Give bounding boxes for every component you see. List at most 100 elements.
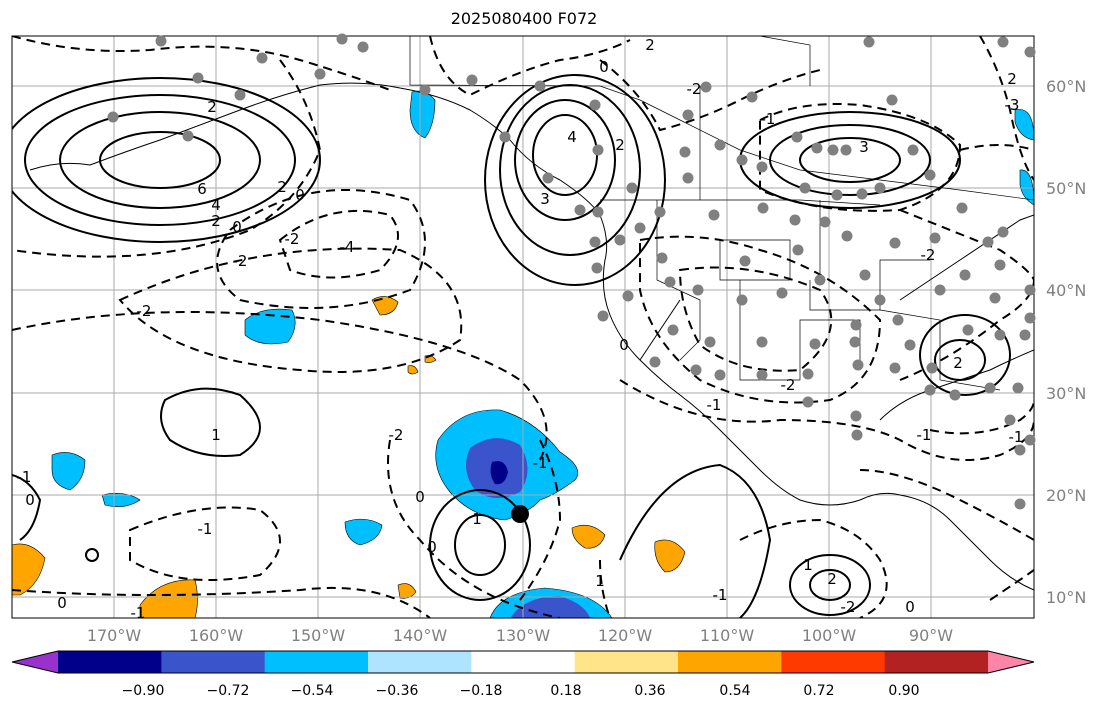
colorbar-tick-label: 0.18 (550, 683, 582, 699)
contour-label: 4 (567, 128, 577, 146)
colorbar-tick-label: 0.90 (888, 683, 920, 699)
colorbar-tick-label: 0.54 (719, 683, 751, 699)
colorbar-tick-label: −0.90 (121, 683, 165, 699)
lat-label: 60°N (1046, 77, 1087, 96)
lon-label: 110°W (699, 626, 755, 645)
colorbar-tick-label: 0.72 (803, 683, 835, 699)
storm-center-marker (511, 505, 529, 523)
contour-label: 1 (472, 510, 482, 528)
colorbar-swatch (264, 651, 369, 673)
lon-label: 140°W (392, 626, 448, 645)
contour-label: 2 (953, 354, 963, 372)
colorbar-swatch (161, 651, 266, 673)
colorbar-swatch (781, 651, 886, 673)
contour-label: -2 (389, 426, 404, 444)
colorbar-swatch (884, 651, 989, 673)
lon-label: 90°W (908, 626, 954, 645)
shade-negative-sw (51, 452, 86, 491)
solid-contours (12, 74, 1011, 618)
contour-label: 1 (803, 556, 813, 574)
colorbar-extend-high (988, 651, 1034, 673)
shade-positive-small2 (571, 524, 606, 549)
contour-label: -1 (761, 110, 776, 128)
colorbar-tick-label: −0.18 (459, 683, 503, 699)
colorbar-swatch (678, 651, 782, 673)
lon-label: 150°W (290, 626, 346, 645)
contour-label: 0 (599, 58, 609, 76)
shade-positive-small3 (654, 539, 686, 573)
contour-label: 0 (295, 186, 305, 204)
contour-label: -1 (533, 454, 548, 472)
contour-label: -2 (285, 230, 300, 248)
colorbar-extend-low (12, 651, 58, 673)
colorbar-swatch (574, 651, 679, 673)
contour-label: 1 (595, 572, 605, 590)
contour-label: 2 (615, 136, 625, 154)
contour-label: -1 (17, 468, 32, 486)
contour-label: -1 (131, 604, 146, 622)
shade-positive-small1 (371, 296, 399, 316)
shaded-anomalies (12, 90, 1034, 618)
contour-label: 2 (277, 178, 287, 196)
colorbar-tick-label: −0.54 (290, 683, 334, 699)
observation-dots (107, 33, 1036, 510)
contour-label: 0 (619, 336, 629, 354)
contour-label: 2 (645, 36, 655, 54)
lon-label: 170°W (86, 626, 142, 645)
contour-label: 4 (211, 196, 221, 214)
lat-label: 20°N (1046, 486, 1087, 505)
contour-label: 3 (540, 190, 550, 208)
shade-negative-central-dark (490, 461, 508, 485)
lat-label: 30°N (1046, 384, 1087, 403)
contour-label: -2 (137, 302, 152, 320)
contour-label: -2 (781, 376, 796, 394)
contour-label: 1 (211, 426, 221, 444)
lat-label: 50°N (1046, 179, 1087, 198)
contour-label: -1 (198, 520, 213, 538)
contour-label: 2 (1007, 70, 1017, 88)
contour-label: 2 (211, 212, 221, 230)
colorbar-swatch (368, 651, 472, 673)
colorbar-tick-label: −0.36 (375, 683, 419, 699)
contour-label: 0 (57, 594, 67, 612)
contour-label: -2 (687, 80, 702, 98)
map-title: 2025080400 F072 (450, 9, 598, 28)
contour-label: -2 (841, 598, 856, 616)
contour-label: 2 (827, 570, 837, 588)
contour-label: 2 (207, 98, 217, 116)
contour-label: 0 (905, 598, 915, 616)
colorbar-swatch (58, 651, 162, 673)
contour-label: -1 (707, 396, 722, 414)
contour-labels: 0 2 4 6 2 0 -2 -4 -2 4 3 2 2 -2 -1 -2 3 … (17, 36, 1024, 622)
colorbar-tick-label: 0.36 (634, 683, 666, 699)
colorbar-outline (11, 650, 1035, 674)
shade-positive-west-pacific (12, 543, 46, 596)
contour-label: -4 (340, 238, 355, 256)
contour-label: 0 (232, 218, 242, 236)
lat-label: 10°N (1046, 588, 1087, 607)
shade-positive-small4 (397, 583, 417, 599)
colorbar-swatch (471, 651, 576, 673)
contour-label: 0 (427, 538, 437, 556)
contour-label: 3 (859, 138, 869, 156)
lon-label: 100°W (801, 626, 857, 645)
contour-label: -3 (1005, 96, 1020, 114)
shade-negative-west (244, 308, 296, 345)
lat-label: 40°N (1046, 281, 1087, 300)
shade-negative-south-core (510, 596, 590, 618)
colorbar (11, 650, 1035, 674)
contour-label: -1 (1009, 428, 1024, 446)
lon-label: 120°W (597, 626, 653, 645)
contour-label: -1 (917, 426, 932, 444)
contour-label: -2 (233, 252, 248, 270)
lon-label: 160°W (188, 626, 244, 645)
contour-label: -2 (921, 246, 936, 264)
shade-positive-small6 (407, 365, 419, 375)
shade-negative-small1 (101, 493, 141, 507)
lon-label: 130°W (495, 626, 551, 645)
contour-label: -1 (713, 586, 728, 604)
colorbar-tick-label: −0.72 (206, 683, 250, 699)
contour-label: 6 (197, 180, 207, 198)
contour-label: 0 (25, 491, 35, 509)
